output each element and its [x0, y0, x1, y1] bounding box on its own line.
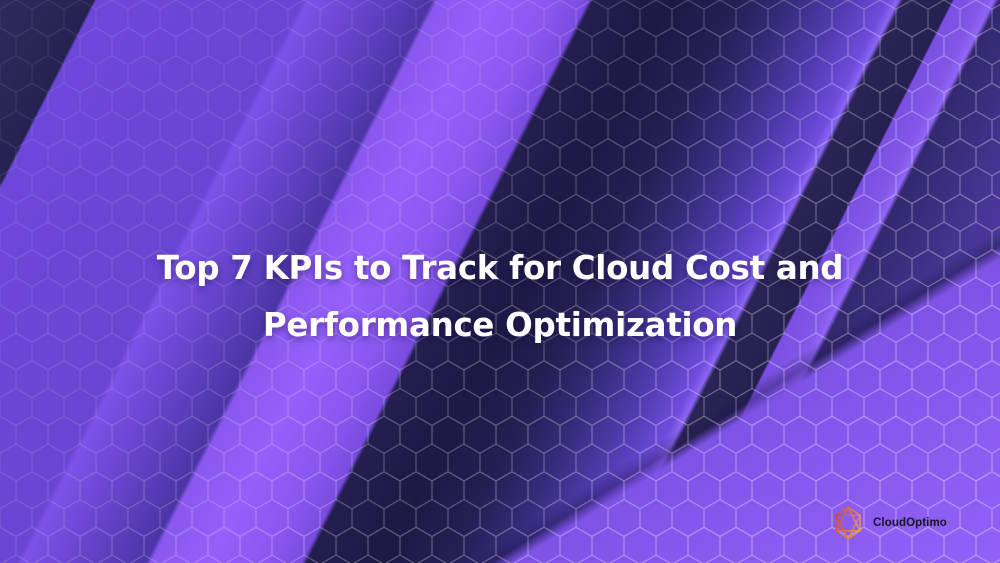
hexagon-wireframe-logo-icon — [835, 506, 861, 540]
brand-name: CloudOptimo — [873, 517, 947, 529]
banner-title-line-1: Top 7 KPIs to Track for Cloud Cost and — [156, 249, 844, 287]
cloudoptimo-logo: CloudOptimo — [835, 504, 947, 542]
banner-title: Top 7 KPIs to Track for Cloud Cost and P… — [0, 240, 1000, 354]
banner-title-line-2: Performance Optimization — [262, 306, 738, 344]
